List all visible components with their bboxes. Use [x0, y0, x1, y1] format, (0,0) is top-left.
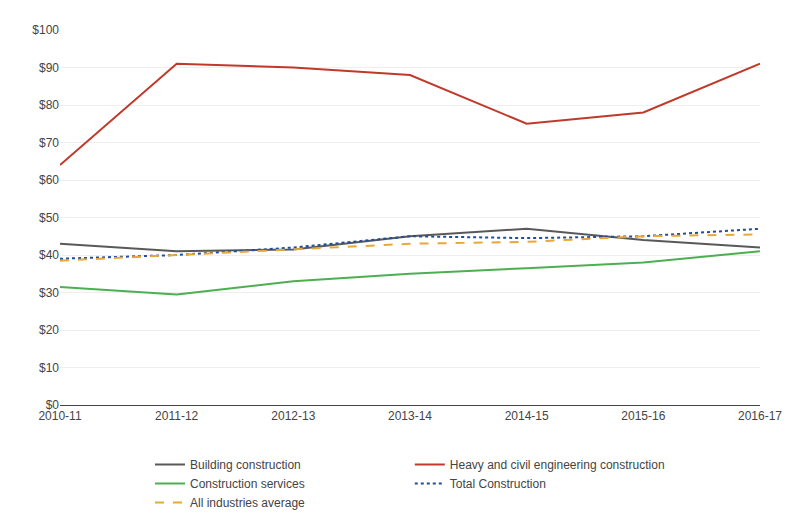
- svg-text:$80: $80: [39, 98, 59, 112]
- svg-text:2014-15: 2014-15: [505, 409, 549, 423]
- svg-text:2013-14: 2013-14: [388, 409, 432, 423]
- svg-text:$10: $10: [39, 361, 59, 375]
- svg-text:$60: $60: [39, 173, 59, 187]
- svg-text:Total Construction: Total Construction: [450, 477, 546, 491]
- svg-text:$30: $30: [39, 286, 59, 300]
- svg-text:All industries average: All industries average: [190, 496, 305, 510]
- svg-text:$100: $100: [32, 23, 59, 37]
- svg-text:$50: $50: [39, 211, 59, 225]
- svg-text:$70: $70: [39, 136, 59, 150]
- svg-text:$20: $20: [39, 323, 59, 337]
- svg-text:2015-16: 2015-16: [621, 409, 665, 423]
- svg-text:2011-12: 2011-12: [155, 409, 198, 423]
- svg-text:$40: $40: [39, 248, 59, 262]
- svg-text:2016-17: 2016-17: [738, 409, 782, 423]
- svg-text:Construction services: Construction services: [190, 477, 305, 491]
- svg-text:2010-11: 2010-11: [38, 409, 81, 423]
- svg-text:Building construction: Building construction: [190, 458, 301, 472]
- svg-text:2012-13: 2012-13: [271, 409, 315, 423]
- svg-text:Heavy and civil engineering co: Heavy and civil engineering construction: [450, 458, 665, 472]
- svg-text:$0: $0: [46, 398, 60, 412]
- svg-text:$90: $90: [39, 61, 59, 75]
